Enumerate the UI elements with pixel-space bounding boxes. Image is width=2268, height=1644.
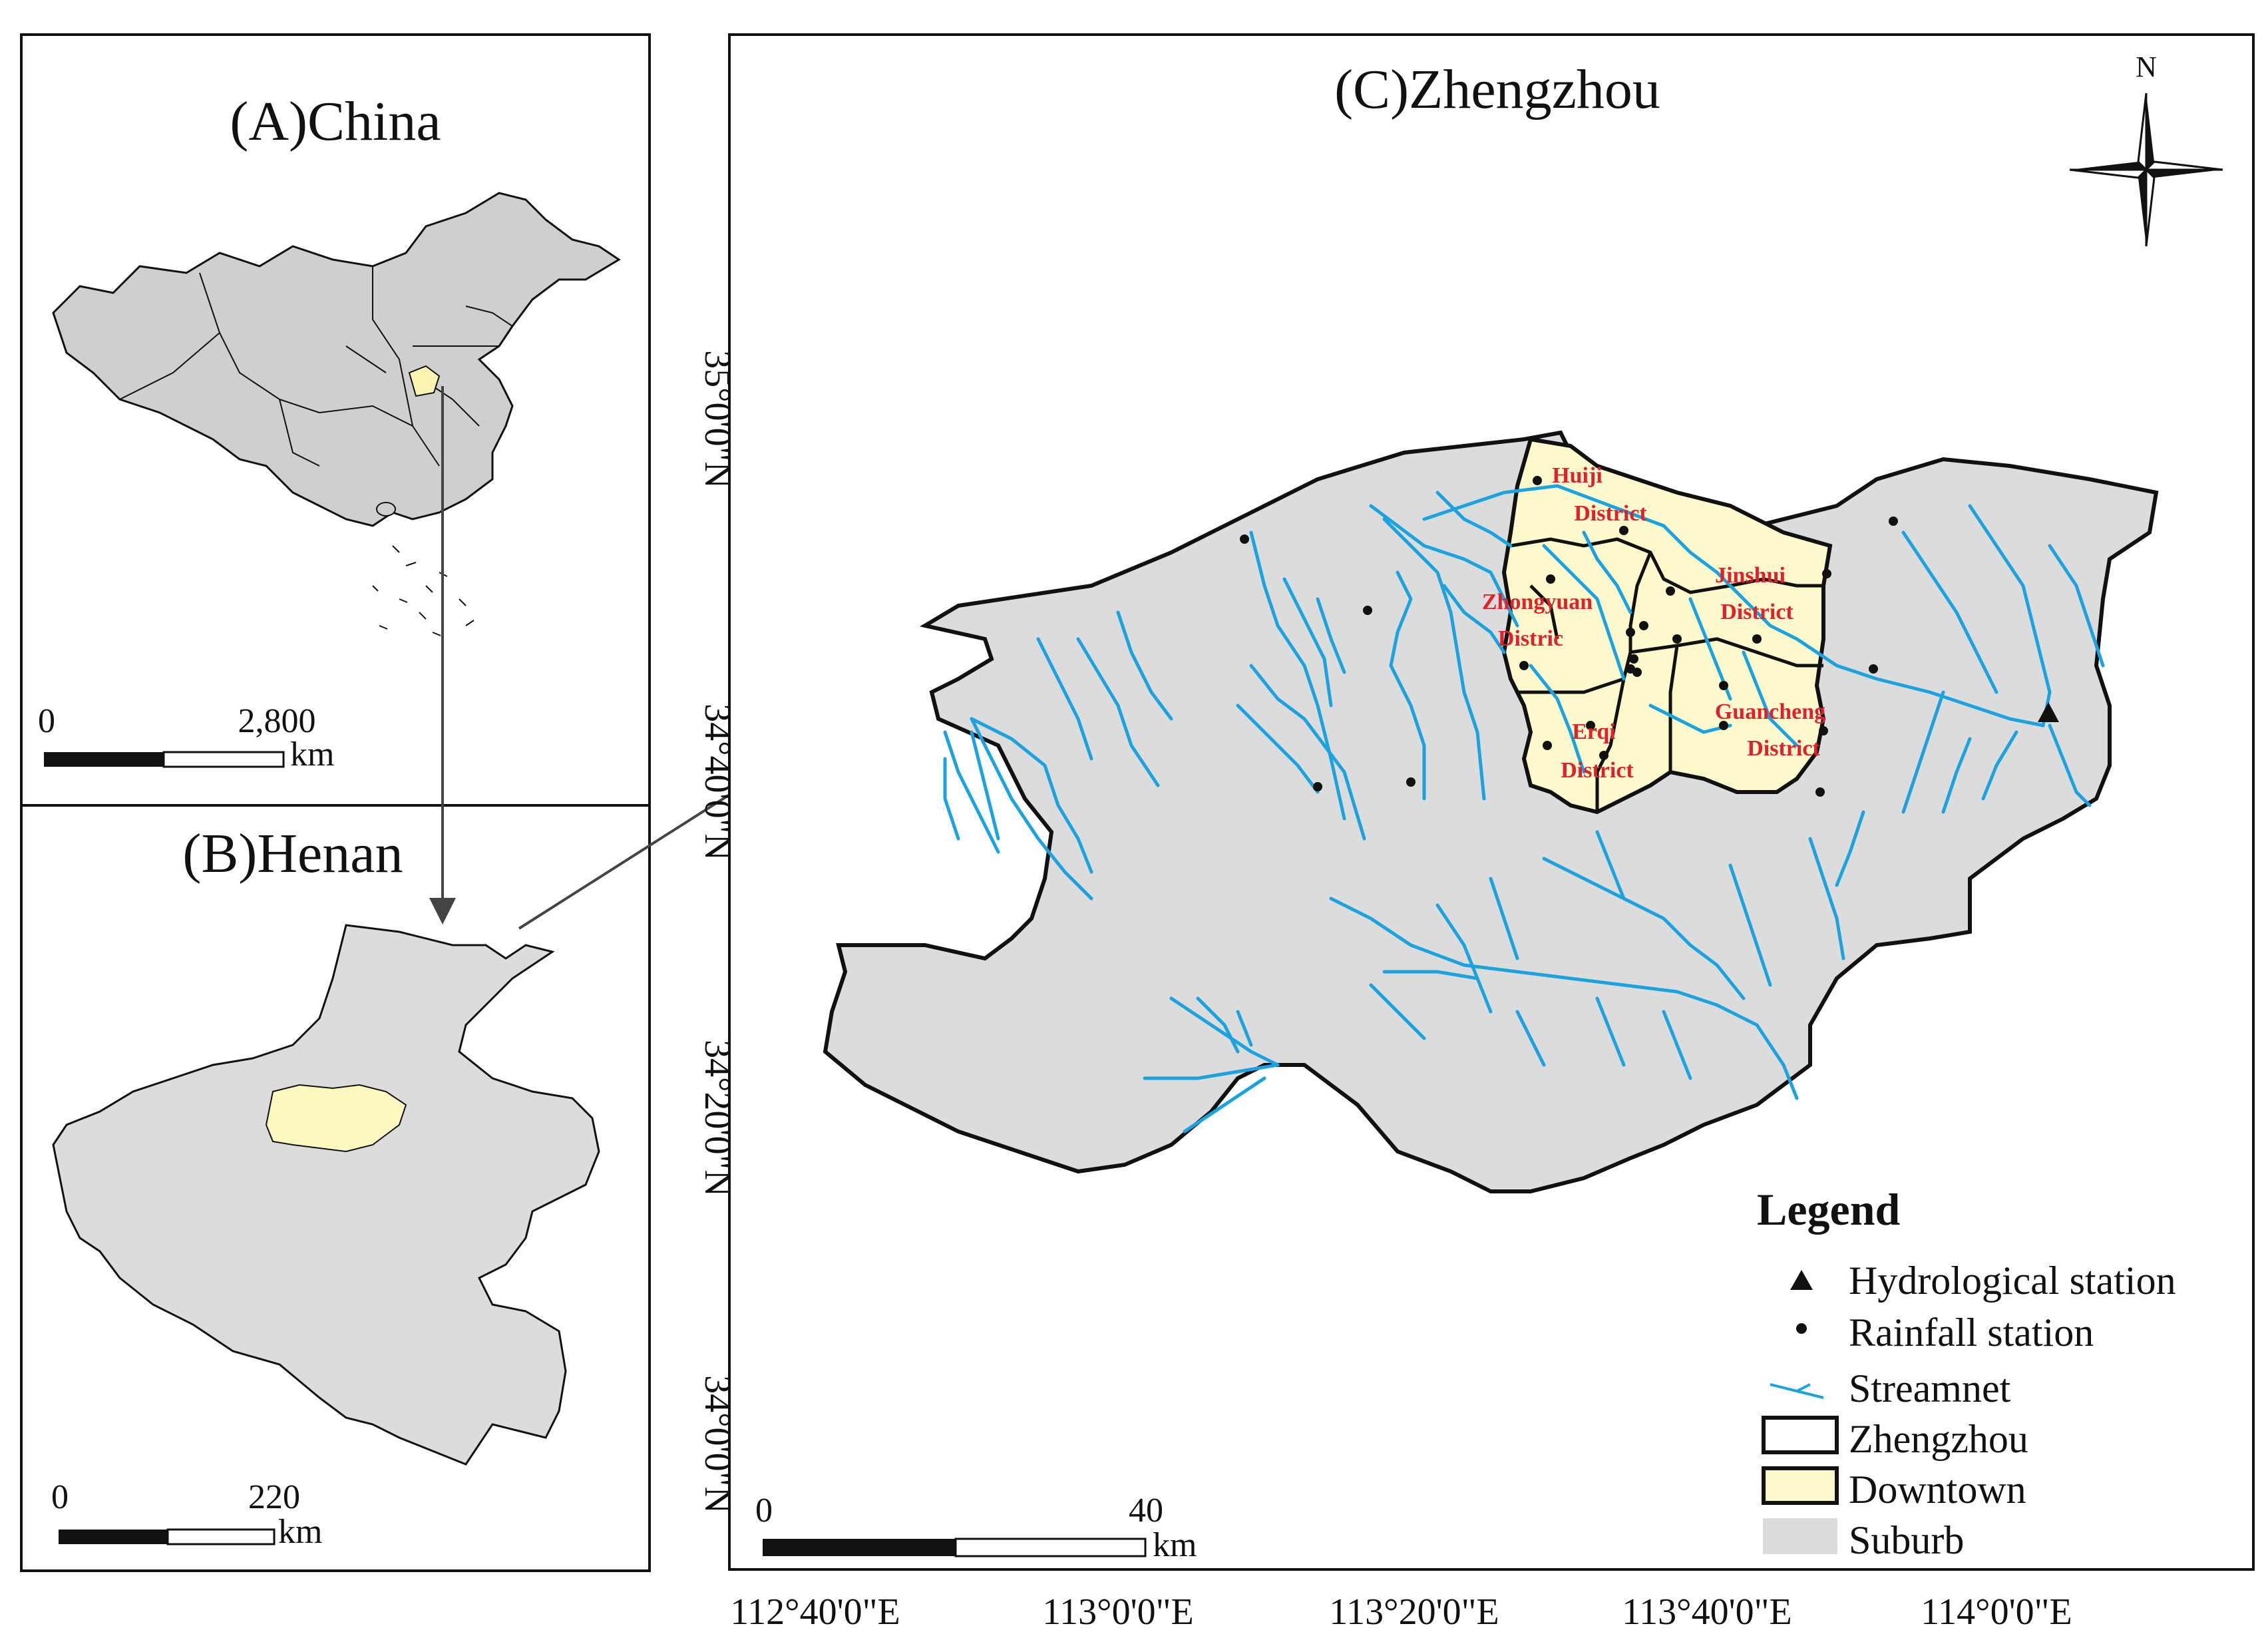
zhengzhou-scale-bar: 0 40 km xyxy=(755,1492,1197,1564)
district-label-erqi-2: District xyxy=(1561,758,1634,783)
henan-title: (B)Henan xyxy=(182,823,403,885)
panel-china: (A)China 0 2,800 km xyxy=(20,33,651,807)
district-label-erqi-1: Erqi xyxy=(1572,719,1616,744)
lat-tick-1: 34°0'0"N xyxy=(697,1375,738,1514)
zhengzhou-scale-unit: km xyxy=(1153,1526,1197,1564)
latitude-axis: 34°0'0"N 34°20'0"N 34°40'0"N 35°0'0"N xyxy=(697,350,738,1514)
district-label-guancheng-1: Guancheng xyxy=(1715,700,1825,724)
china-henan-highlight xyxy=(408,365,441,397)
china-scale-bar: 0 2,800 km xyxy=(38,702,334,773)
district-label-zhongyuan-1: Zhongyuan xyxy=(1482,590,1593,614)
china-scale-max: 2,800 xyxy=(238,702,316,740)
district-label-guancheng-2: District xyxy=(1747,736,1820,761)
district-boundaries xyxy=(1510,537,1823,812)
district-labels: Huiji District Zhongyuan Distric Jinshui… xyxy=(1482,463,1825,783)
legend-symbol-triangle xyxy=(1790,1270,1813,1290)
hydrological-station xyxy=(2038,702,2059,722)
china-scale-zero: 0 xyxy=(38,702,55,740)
henan-scale-bar-dark xyxy=(59,1530,168,1544)
longitude-axis: 112°40'0"E 113°0'0"E 113°20'0"E 113°40'0… xyxy=(730,1591,2072,1633)
china-scale-bar-dark xyxy=(44,752,164,767)
district-label-jinshui-2: District xyxy=(1720,600,1794,624)
zhengzhou-scale-bar-dark xyxy=(763,1539,956,1556)
legend-item-zhengzhou: Zhengzhou xyxy=(1849,1417,2028,1461)
legend-item-rainfall: Rainfall station xyxy=(1849,1311,2094,1354)
china-scale-unit: km xyxy=(290,735,334,773)
hainan-island xyxy=(376,502,396,516)
streamnet xyxy=(943,484,2105,1133)
legend-title: Legend xyxy=(1757,1184,1901,1235)
legend-symbol-downtown xyxy=(1762,1466,1839,1505)
district-label-jinshui-1: Jinshui xyxy=(1715,563,1786,588)
henan-zhengzhou-highlight xyxy=(265,1084,407,1153)
legend-item-suburb: Suburb xyxy=(1849,1518,1964,1562)
legend-item-streamnet: Streamnet xyxy=(1849,1366,2011,1410)
lat-tick-3: 34°40'0"N xyxy=(697,704,738,861)
lon-tick-4: 113°40'0"E xyxy=(1622,1591,1792,1633)
panel-zhengzhou: (C)Zhengzhou N xyxy=(728,33,2255,1571)
zhengzhou-title: (C)Zhengzhou xyxy=(1334,59,1660,120)
zhengzhou-scale-zero: 0 xyxy=(755,1492,773,1530)
legend: Legend Hydrological station Rainfall sta… xyxy=(1757,1184,2176,1562)
henan-scale-bar-light xyxy=(166,1528,276,1545)
lon-tick-3: 113°20'0"E xyxy=(1329,1591,1499,1633)
lon-tick-5: 114°0'0"E xyxy=(1921,1591,2072,1633)
district-label-huiji-1: Huiji xyxy=(1552,463,1603,488)
lat-tick-2: 34°20'0"N xyxy=(697,1040,738,1197)
north-arrow: N xyxy=(2069,51,2223,247)
henan-scale-unit: km xyxy=(278,1513,322,1551)
north-arrow-label: N xyxy=(2136,51,2157,83)
legend-symbol-stream xyxy=(1770,1383,1824,1399)
lon-tick-2: 113°0'0"E xyxy=(1042,1591,1193,1633)
zhengzhou-scale-bar-light xyxy=(954,1538,1147,1557)
rainfall-stations xyxy=(1240,476,1898,797)
henan-outline xyxy=(52,924,600,1466)
panel-henan: (B)Henan 0 220 km xyxy=(20,804,651,1572)
henan-scale-bar: 0 220 km xyxy=(51,1478,322,1551)
district-label-huiji-2: District xyxy=(1574,501,1647,526)
henan-scale-max: 220 xyxy=(248,1478,300,1516)
legend-symbol-dot xyxy=(1796,1323,1807,1334)
china-title: (A)China xyxy=(230,91,441,152)
legend-item-downtown: Downtown xyxy=(1849,1468,2026,1512)
legend-item-hydrological: Hydrological station xyxy=(1849,1259,2176,1303)
lon-tick-1: 112°40'0"E xyxy=(730,1591,900,1633)
zhengzhou-scale-max: 40 xyxy=(1129,1492,1163,1530)
lat-tick-4: 35°0'0"N xyxy=(697,350,738,489)
legend-symbol-suburb xyxy=(1763,1518,1837,1554)
district-label-zhongyuan-2: Distric xyxy=(1498,626,1563,651)
legend-symbol-zhengzhou xyxy=(1762,1416,1839,1454)
henan-scale-zero: 0 xyxy=(51,1478,69,1516)
china-scale-bar-light xyxy=(162,751,285,768)
